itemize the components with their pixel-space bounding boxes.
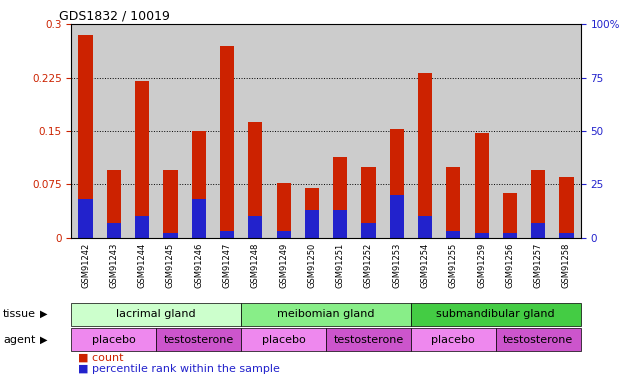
Bar [361,223,376,238]
Bar [241,303,411,326]
Bar [220,46,234,238]
Bar [192,200,206,238]
Bar [474,133,489,238]
Text: ■ count: ■ count [78,353,123,363]
Bar [71,328,156,351]
Text: meibomian gland: meibomian gland [277,309,375,319]
Bar [107,170,121,238]
Bar [531,223,545,238]
Bar [531,170,545,238]
Text: testosterone: testosterone [333,335,404,345]
Text: ■ percentile rank within the sample: ■ percentile rank within the sample [78,364,279,374]
Bar [156,328,241,351]
Text: testosterone: testosterone [503,335,573,345]
Bar [560,234,574,238]
Bar [446,166,460,238]
Bar [78,35,93,238]
Bar [71,303,241,326]
Bar [241,328,326,351]
Bar [163,170,178,238]
Bar [305,210,319,238]
Text: ▶: ▶ [40,309,48,319]
Text: agent: agent [3,335,35,345]
Text: placebo: placebo [432,335,475,345]
Bar [390,129,404,238]
Text: tissue: tissue [3,309,36,319]
Bar [418,73,432,238]
Text: lacrimal gland: lacrimal gland [117,309,196,319]
Bar [135,81,149,238]
Text: GDS1832 / 10019: GDS1832 / 10019 [59,9,170,22]
Bar [248,122,262,238]
Bar [503,193,517,238]
Bar [107,223,121,238]
Bar [305,188,319,238]
Bar [418,216,432,238]
Bar [411,328,496,351]
Bar [163,234,178,238]
Text: testosterone: testosterone [163,335,234,345]
Bar [496,328,581,351]
Bar [326,328,411,351]
Bar [411,303,581,326]
Bar [503,234,517,238]
Bar [192,131,206,238]
Bar [333,210,347,238]
Bar [78,200,93,238]
Bar [135,216,149,238]
Text: ▶: ▶ [40,335,48,345]
Bar [276,183,291,238]
Bar [361,166,376,238]
Text: placebo: placebo [261,335,306,345]
Text: submandibular gland: submandibular gland [437,309,555,319]
Bar [474,234,489,238]
Bar [390,195,404,238]
Bar [248,216,262,238]
Bar [276,231,291,238]
Bar [560,177,574,238]
Bar [333,158,347,238]
Text: placebo: placebo [92,335,136,345]
Bar [220,231,234,238]
Bar [446,231,460,238]
